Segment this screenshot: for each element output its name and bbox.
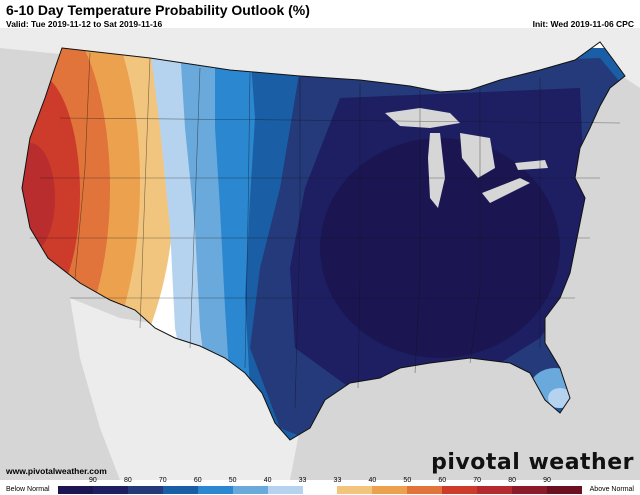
legend-tick: 33: [298, 477, 307, 484]
lake-superior: [385, 108, 460, 128]
valid-range: Valid: Tue 2019-11-12 to Sat 2019-11-16: [6, 19, 163, 29]
legend-swatch: [162, 486, 199, 494]
legend-swatch: [372, 486, 408, 494]
lake-huron: [460, 133, 495, 178]
outlook-map: [0, 28, 640, 480]
legend-above-label: Above Normal: [589, 486, 634, 493]
us-border: [21, 41, 626, 441]
florida-lighter: [548, 388, 572, 408]
legend-tick: 90: [89, 477, 97, 484]
legend-tick: 33: [333, 477, 342, 484]
legend-tick: 70: [473, 477, 482, 484]
legend-tick: 60: [193, 477, 202, 484]
website-label: www.pivotalweather.com: [6, 466, 107, 476]
state-lines: [30, 52, 621, 409]
legend-swatch: [442, 486, 478, 494]
legend-swatch: [407, 486, 443, 494]
legend-tick: 40: [263, 477, 272, 484]
legend-swatch: [58, 486, 94, 494]
legend-swatch: [512, 486, 548, 494]
init-date: Init: Wed 2019-11-06 CPC: [532, 19, 634, 29]
legend-tick: 70: [158, 477, 167, 484]
legend-tick: 50: [403, 477, 412, 484]
legend-below-label: Below Normal: [6, 486, 50, 493]
legend-tick: 80: [123, 477, 132, 484]
legend-swatch: [197, 486, 234, 494]
mexico-land: [70, 298, 300, 480]
above-band-80: [22, 143, 55, 253]
legend-tick: 40: [368, 477, 377, 484]
legend-swatch: [267, 486, 304, 494]
lake-erie: [482, 178, 530, 203]
legend-swatch: [232, 486, 269, 494]
legend-tick: 60: [438, 477, 447, 484]
page-title: 6-10 Day Temperature Probability Outlook…: [6, 2, 310, 18]
legend-tick: 80: [508, 477, 517, 484]
lake-michigan: [428, 133, 445, 208]
legend-swatch: [302, 486, 338, 494]
legend-swatch: [337, 486, 373, 494]
brand-logo: pivotal weather: [431, 450, 634, 475]
legend-swatch: [477, 486, 513, 494]
legend-swatch: [92, 486, 129, 494]
legend-tick: 50: [228, 477, 237, 484]
canada-land: [0, 28, 640, 98]
legend-swatch: [127, 486, 164, 494]
legend-swatch: [547, 486, 583, 494]
legend-tick: 90: [543, 477, 551, 484]
